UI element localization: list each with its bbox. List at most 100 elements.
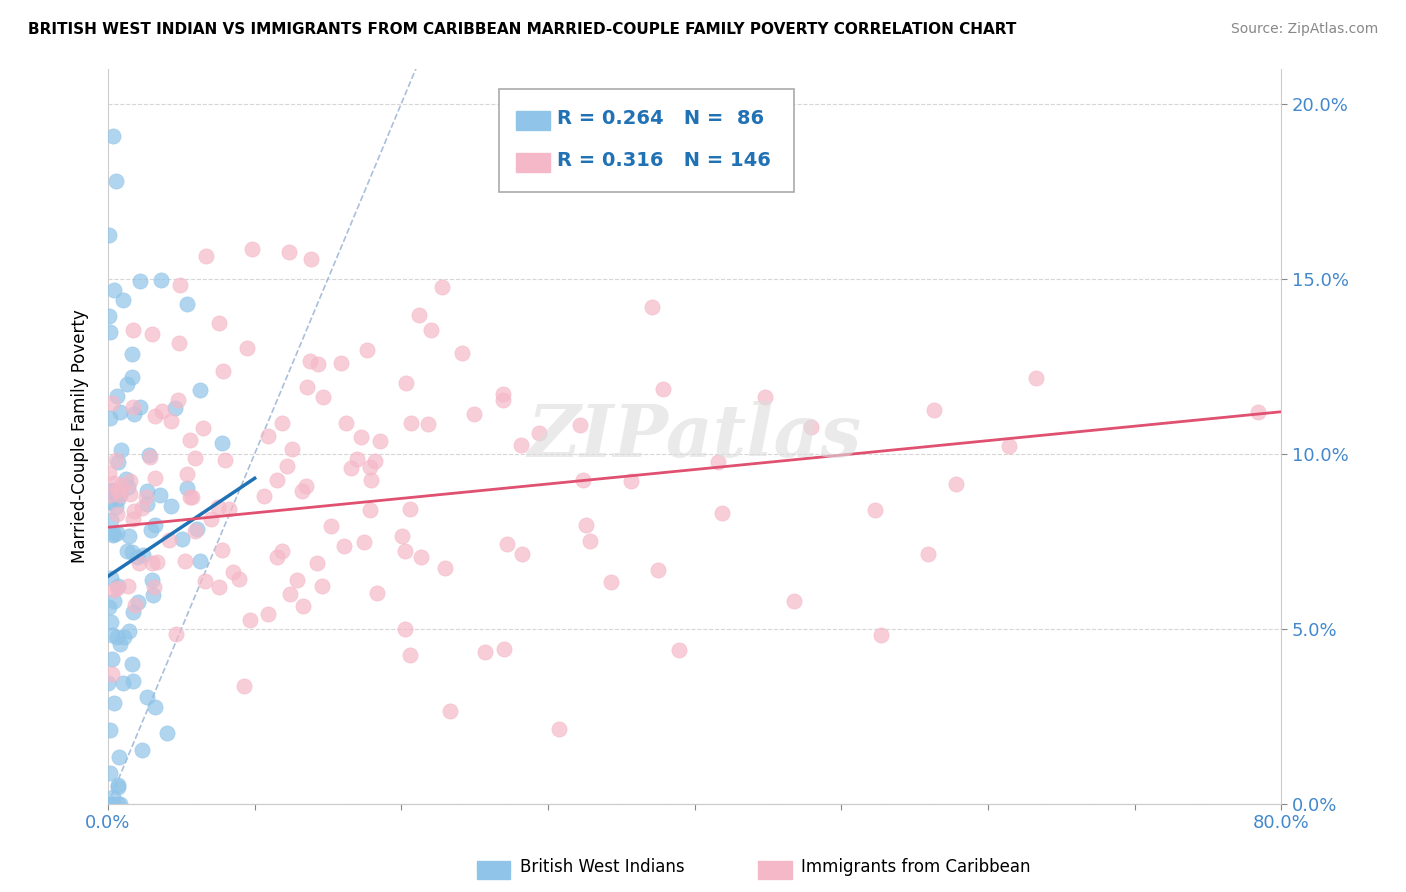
Point bbox=[266, 474, 288, 488]
Point bbox=[141, 574, 163, 588]
Point bbox=[368, 434, 391, 448]
Point bbox=[575, 518, 598, 533]
Point bbox=[312, 390, 335, 404]
Point bbox=[101, 396, 124, 410]
Point bbox=[103, 475, 125, 490]
Point bbox=[107, 483, 129, 498]
Point bbox=[100, 513, 122, 527]
Point bbox=[329, 356, 352, 370]
Point bbox=[416, 417, 439, 431]
Point bbox=[105, 630, 128, 644]
Point bbox=[97, 676, 120, 690]
Point bbox=[492, 386, 515, 401]
Point bbox=[869, 628, 891, 642]
Point bbox=[100, 411, 122, 425]
Point bbox=[353, 535, 375, 549]
Point bbox=[179, 433, 201, 447]
Point bbox=[547, 722, 569, 736]
Point bbox=[228, 573, 250, 587]
Point bbox=[292, 599, 315, 613]
Point bbox=[132, 548, 155, 562]
Point bbox=[160, 500, 183, 514]
Point bbox=[510, 547, 533, 561]
Point bbox=[165, 626, 187, 640]
Point bbox=[257, 429, 280, 443]
Point bbox=[311, 579, 333, 593]
Point bbox=[98, 309, 121, 323]
Text: Source: ZipAtlas.com: Source: ZipAtlas.com bbox=[1230, 22, 1378, 37]
Point bbox=[706, 454, 728, 468]
Point bbox=[108, 488, 131, 502]
Point bbox=[270, 543, 292, 558]
Point bbox=[399, 501, 422, 516]
Point bbox=[97, 797, 120, 811]
Point bbox=[510, 438, 533, 452]
Point bbox=[142, 588, 165, 602]
Point bbox=[492, 393, 515, 408]
Text: ZIPatlas: ZIPatlas bbox=[527, 401, 862, 472]
Point bbox=[103, 527, 125, 541]
Point bbox=[105, 389, 128, 403]
Point bbox=[340, 461, 363, 475]
Point bbox=[335, 416, 357, 430]
Point bbox=[105, 174, 128, 188]
Point bbox=[291, 483, 314, 498]
Point bbox=[299, 252, 322, 266]
Point bbox=[214, 452, 236, 467]
Point bbox=[100, 667, 122, 681]
Point bbox=[117, 544, 139, 558]
Point bbox=[108, 797, 131, 811]
Point bbox=[394, 622, 416, 636]
Point bbox=[103, 283, 125, 297]
Point bbox=[366, 586, 388, 600]
Point bbox=[150, 273, 173, 287]
Point bbox=[117, 480, 139, 494]
Point bbox=[115, 472, 138, 486]
Point bbox=[105, 525, 128, 540]
Point bbox=[136, 497, 159, 511]
Point bbox=[572, 473, 595, 487]
Point bbox=[620, 475, 643, 489]
Text: Immigrants from Caribbean: Immigrants from Caribbean bbox=[801, 858, 1031, 876]
Point bbox=[98, 599, 121, 614]
Point bbox=[917, 547, 939, 561]
Point bbox=[169, 277, 191, 292]
Point bbox=[108, 637, 131, 651]
Point bbox=[496, 537, 519, 551]
Point bbox=[568, 417, 591, 432]
Point bbox=[253, 489, 276, 503]
Point bbox=[394, 544, 416, 558]
Point bbox=[121, 323, 143, 337]
Point bbox=[257, 607, 280, 621]
Point bbox=[103, 593, 125, 607]
Point bbox=[115, 377, 138, 392]
Point bbox=[112, 630, 135, 644]
Point bbox=[181, 490, 204, 504]
Text: R = 0.316   N = 146: R = 0.316 N = 146 bbox=[557, 151, 770, 170]
Point bbox=[285, 574, 308, 588]
Point bbox=[221, 565, 243, 579]
Point bbox=[308, 357, 330, 371]
Point bbox=[107, 582, 129, 596]
Point bbox=[208, 316, 231, 330]
Point bbox=[121, 605, 143, 619]
Point bbox=[271, 417, 294, 431]
Point bbox=[125, 550, 148, 565]
Point bbox=[107, 750, 129, 764]
Point bbox=[184, 451, 207, 466]
Text: BRITISH WEST INDIAN VS IMMIGRANTS FROM CARIBBEAN MARRIED-COUPLE FAMILY POVERTY C: BRITISH WEST INDIAN VS IMMIGRANTS FROM C… bbox=[28, 22, 1017, 37]
Point bbox=[408, 308, 430, 322]
Y-axis label: Married-Couple Family Poverty: Married-Couple Family Poverty bbox=[72, 310, 89, 563]
Point bbox=[110, 405, 132, 419]
Point bbox=[170, 532, 193, 546]
Point bbox=[194, 574, 217, 588]
Point bbox=[107, 492, 129, 507]
Point bbox=[350, 430, 373, 444]
Point bbox=[117, 579, 139, 593]
Point bbox=[118, 529, 141, 543]
Point bbox=[121, 657, 143, 671]
Point bbox=[143, 518, 166, 533]
Point bbox=[409, 549, 432, 564]
Point bbox=[266, 549, 288, 564]
Point bbox=[141, 556, 163, 570]
